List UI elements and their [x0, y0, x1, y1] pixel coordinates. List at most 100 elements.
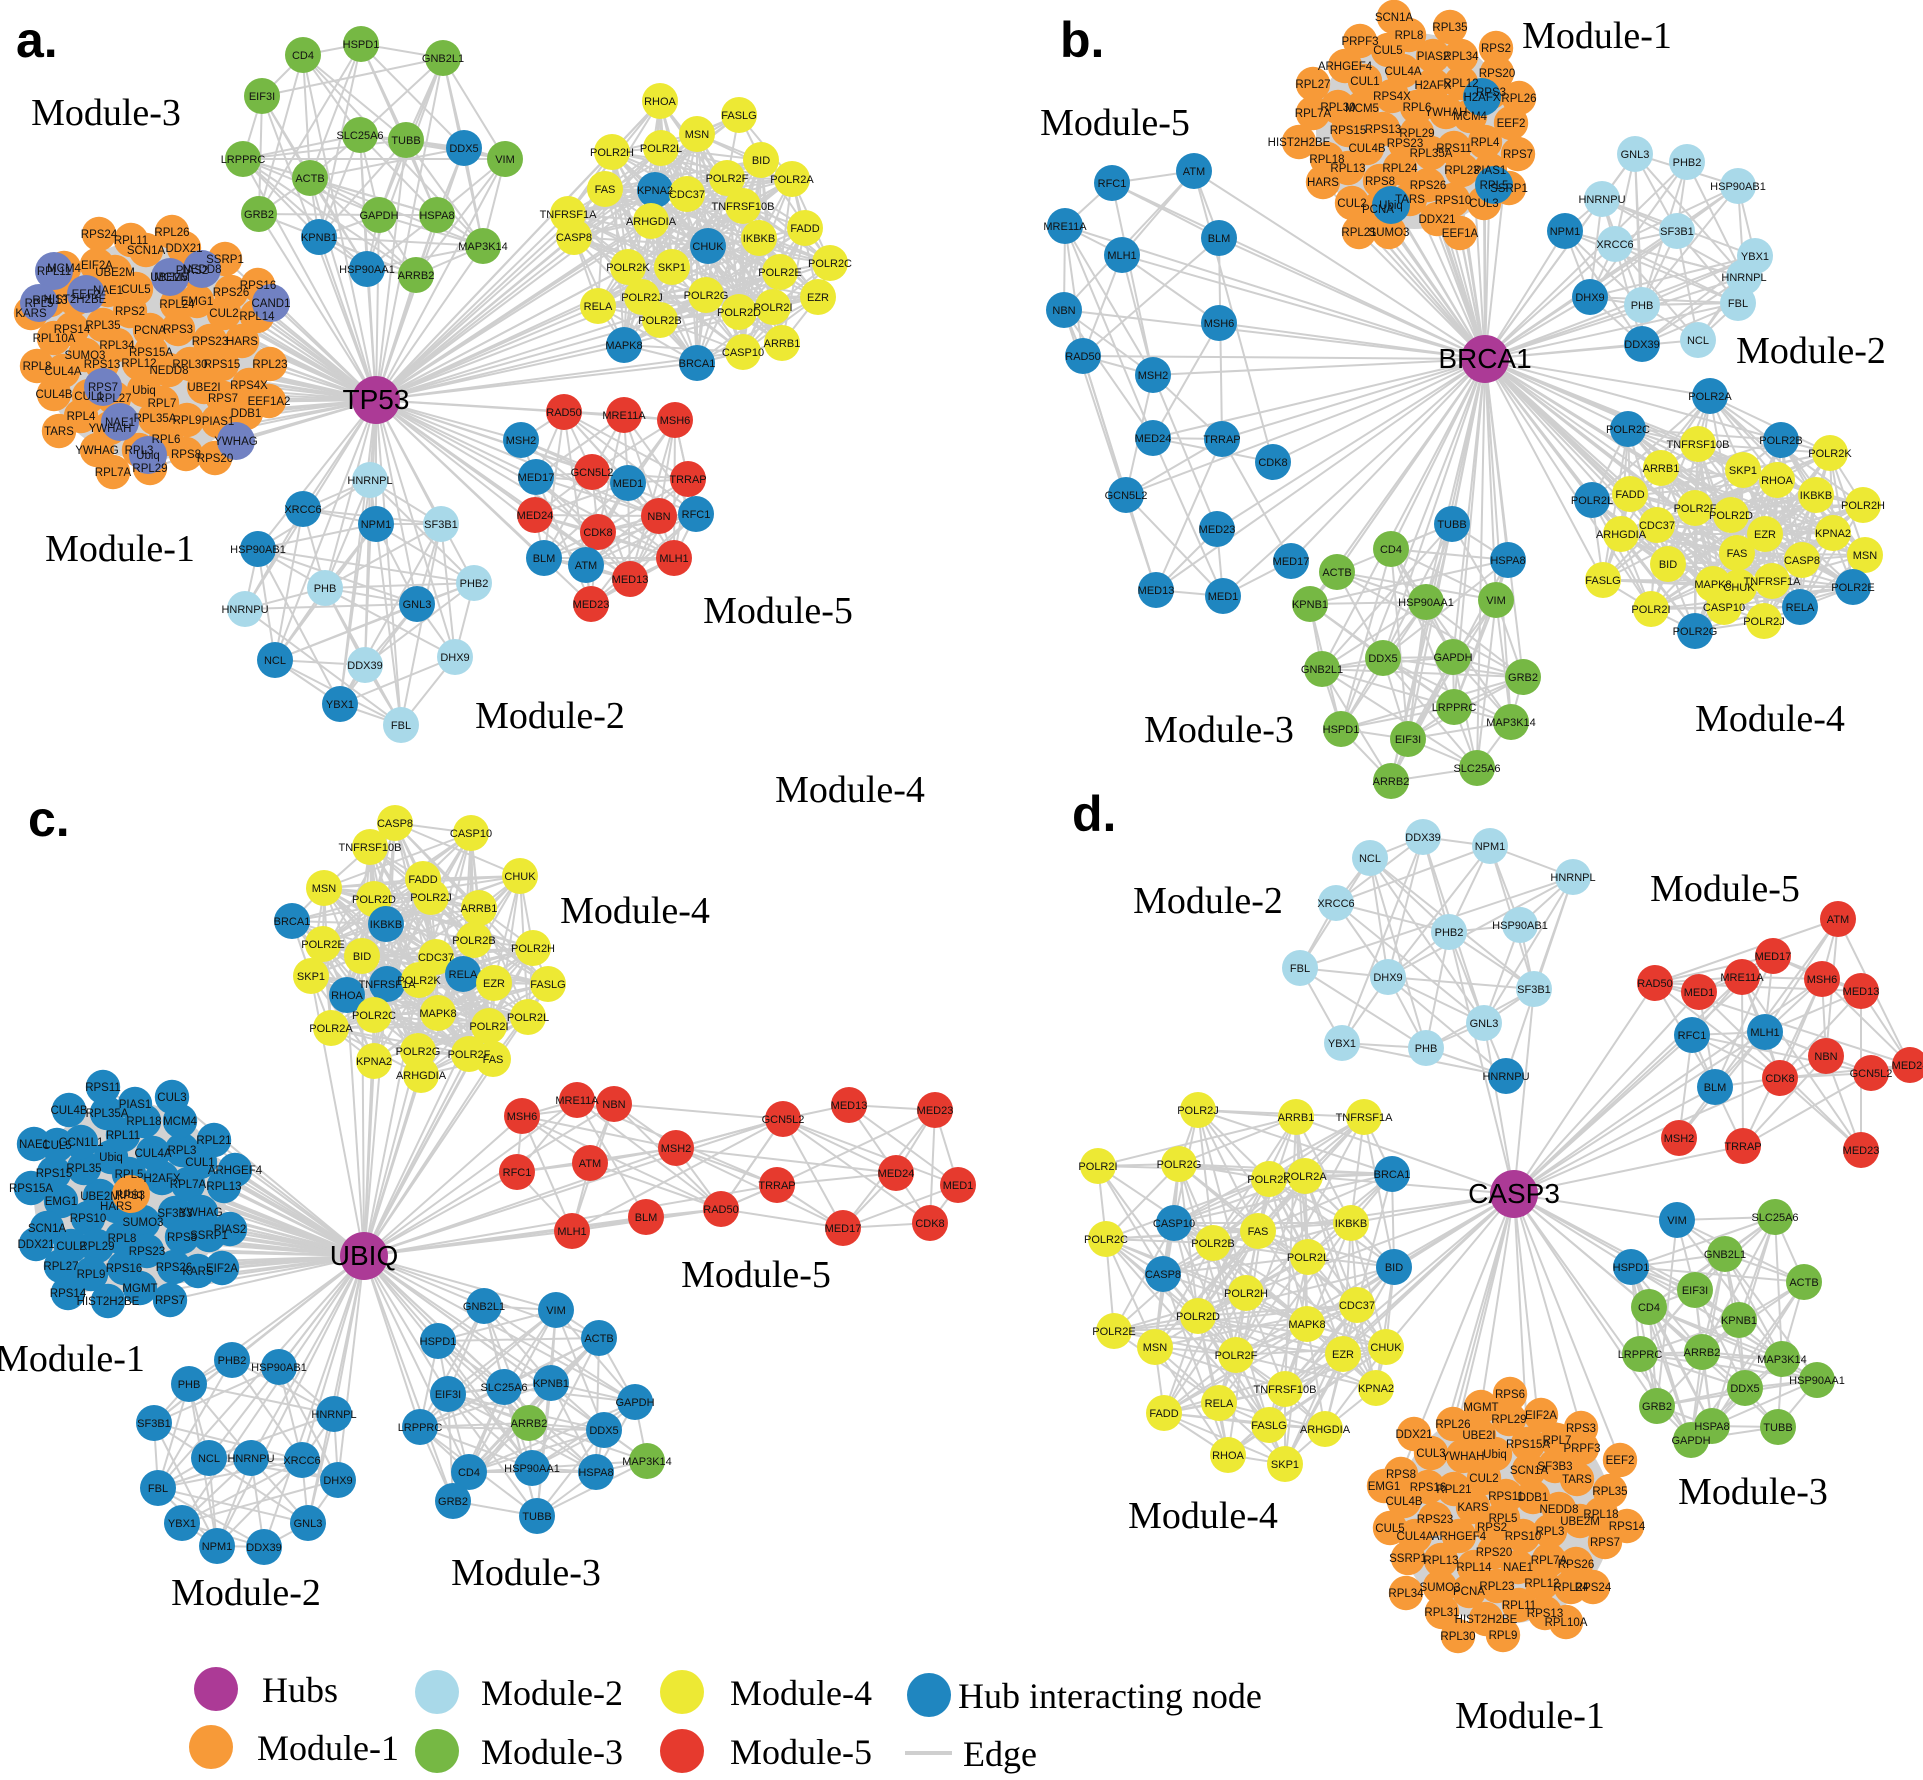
svg-text:EZR: EZR — [807, 292, 829, 304]
svg-text:NAE1: NAE1 — [1503, 1562, 1533, 1574]
svg-text:SF3B3: SF3B3 — [157, 1208, 192, 1220]
svg-text:RPS23: RPS23 — [129, 1246, 165, 1258]
svg-text:DDX21: DDX21 — [17, 1239, 54, 1251]
svg-text:MSH2: MSH2 — [1664, 1133, 1695, 1145]
svg-text:Module-4: Module-4 — [730, 1673, 872, 1713]
svg-text:RPL24: RPL24 — [1553, 1582, 1589, 1594]
svg-text:BLM: BLM — [635, 1212, 658, 1224]
svg-text:RPS11: RPS11 — [1488, 1491, 1524, 1503]
svg-text:FBL: FBL — [391, 720, 411, 732]
svg-text:Module-2: Module-2 — [171, 1572, 321, 1614]
svg-text:DDX39: DDX39 — [1624, 339, 1659, 351]
svg-text:ARRB1: ARRB1 — [461, 903, 498, 915]
svg-text:CASP10: CASP10 — [722, 347, 764, 359]
svg-text:ARHGEF4: ARHGEF4 — [1432, 1531, 1487, 1543]
svg-text:RPL11: RPL11 — [106, 1130, 140, 1142]
svg-text:FASLG: FASLG — [1585, 575, 1620, 587]
svg-text:YWHAG: YWHAG — [214, 436, 258, 448]
svg-text:FBL: FBL — [1728, 298, 1748, 310]
svg-text:PHB: PHB — [178, 1379, 201, 1391]
svg-text:EEF2: EEF2 — [72, 289, 101, 301]
svg-text:DDX39: DDX39 — [246, 1542, 281, 1554]
svg-text:BLM: BLM — [533, 553, 556, 565]
svg-text:RPL35: RPL35 — [66, 1163, 101, 1175]
svg-text:YBX1: YBX1 — [1741, 251, 1769, 263]
svg-text:FADD: FADD — [1149, 1408, 1178, 1420]
svg-text:KARS: KARS — [182, 1266, 214, 1278]
svg-text:MRE11A: MRE11A — [1043, 221, 1087, 233]
svg-text:RPL4: RPL4 — [1471, 137, 1500, 149]
svg-text:Module-2: Module-2 — [1736, 330, 1886, 372]
svg-text:RPS7: RPS7 — [155, 1295, 185, 1307]
svg-text:VIM: VIM — [1486, 595, 1506, 607]
svg-text:TARS: TARS — [1562, 1474, 1592, 1486]
svg-text:ATM: ATM — [579, 1158, 601, 1170]
svg-text:Module-5: Module-5 — [730, 1732, 872, 1772]
svg-text:HNRNPU: HNRNPU — [1578, 194, 1625, 206]
svg-text:MAPK8: MAPK8 — [419, 1008, 456, 1020]
svg-text:CASP10: CASP10 — [1153, 1218, 1195, 1230]
svg-text:MED13: MED13 — [831, 1100, 868, 1112]
svg-text:SSRP1: SSRP1 — [190, 1230, 228, 1242]
svg-text:Module-3: Module-3 — [481, 1732, 623, 1772]
svg-text:RPS3: RPS3 — [163, 324, 193, 336]
svg-text:RPL13: RPL13 — [1423, 1555, 1458, 1567]
svg-text:RPL34: RPL34 — [99, 340, 135, 352]
svg-text:POLR2B: POLR2B — [638, 315, 681, 327]
svg-text:POLR2C: POLR2C — [808, 258, 852, 270]
svg-text:MSH2: MSH2 — [506, 435, 537, 447]
svg-text:PIAS1: PIAS1 — [202, 416, 235, 428]
svg-text:POLR2L: POLR2L — [1571, 495, 1613, 507]
svg-text:ARRB2: ARRB2 — [1684, 1347, 1721, 1359]
svg-text:ATM: ATM — [1827, 914, 1849, 926]
svg-text:RPL5: RPL5 — [25, 298, 54, 310]
svg-text:PHB: PHB — [314, 583, 337, 595]
svg-text:HNRNPL: HNRNPL — [1550, 872, 1595, 884]
svg-text:RPS15: RPS15 — [1330, 125, 1366, 137]
svg-text:RPL11: RPL11 — [1502, 1600, 1536, 1612]
svg-text:TUBB: TUBB — [1763, 1422, 1792, 1434]
svg-text:a.: a. — [16, 12, 58, 68]
svg-text:Module-3: Module-3 — [31, 92, 181, 134]
svg-text:SSRP1: SSRP1 — [1490, 183, 1528, 195]
svg-text:KARS: KARS — [1457, 1502, 1489, 1514]
svg-text:SLC25A6: SLC25A6 — [336, 130, 383, 142]
svg-text:KPNB1: KPNB1 — [533, 1378, 569, 1390]
svg-text:GRB2: GRB2 — [244, 209, 274, 221]
svg-text:PIAS2: PIAS2 — [1417, 51, 1450, 63]
svg-text:PIAS2: PIAS2 — [176, 265, 209, 277]
svg-text:RPL5: RPL5 — [115, 1169, 144, 1181]
svg-text:RPS3: RPS3 — [115, 1190, 145, 1202]
svg-text:EMG1: EMG1 — [181, 296, 214, 308]
svg-text:FASLG: FASLG — [530, 979, 565, 991]
svg-text:TUBB: TUBB — [391, 135, 420, 147]
svg-text:CDK8: CDK8 — [1765, 1073, 1794, 1085]
svg-text:PIAS1: PIAS1 — [1474, 165, 1507, 177]
svg-text:MED13: MED13 — [612, 574, 649, 586]
svg-text:ARHGEF4: ARHGEF4 — [1318, 61, 1373, 73]
svg-text:RHOA: RHOA — [1212, 1450, 1244, 1462]
svg-text:EZR: EZR — [1332, 1349, 1354, 1361]
svg-text:MAPK8: MAPK8 — [1288, 1319, 1325, 1331]
svg-text:CUL2: CUL2 — [1469, 1473, 1498, 1485]
svg-text:POLR2G: POLR2G — [1673, 626, 1718, 638]
svg-text:Module-2: Module-2 — [481, 1673, 623, 1713]
svg-text:CUL5: CUL5 — [1373, 45, 1402, 57]
svg-text:CDK8: CDK8 — [915, 1218, 944, 1230]
svg-text:RPS3: RPS3 — [1476, 87, 1506, 99]
svg-text:HIST2H2BE: HIST2H2BE — [1268, 137, 1331, 149]
svg-text:CUL1: CUL1 — [185, 1157, 214, 1169]
svg-text:RPS15: RPS15 — [204, 359, 240, 371]
svg-text:POLR2L: POLR2L — [640, 143, 682, 155]
svg-text:RELA: RELA — [1786, 602, 1815, 614]
svg-text:POLR2G: POLR2G — [1157, 1159, 1202, 1171]
svg-text:MLH1: MLH1 — [1750, 1027, 1779, 1039]
svg-text:HNRNPL: HNRNPL — [1721, 272, 1766, 284]
svg-text:POLR2D: POLR2D — [1709, 510, 1753, 522]
svg-text:MSH6: MSH6 — [1204, 318, 1235, 330]
svg-text:GNB2L1: GNB2L1 — [1301, 664, 1343, 676]
svg-text:MAP3K14: MAP3K14 — [1486, 717, 1536, 729]
svg-text:RPS20: RPS20 — [197, 453, 233, 465]
svg-text:ARRB1: ARRB1 — [1278, 1112, 1315, 1124]
svg-text:ACTB: ACTB — [1789, 1277, 1818, 1289]
